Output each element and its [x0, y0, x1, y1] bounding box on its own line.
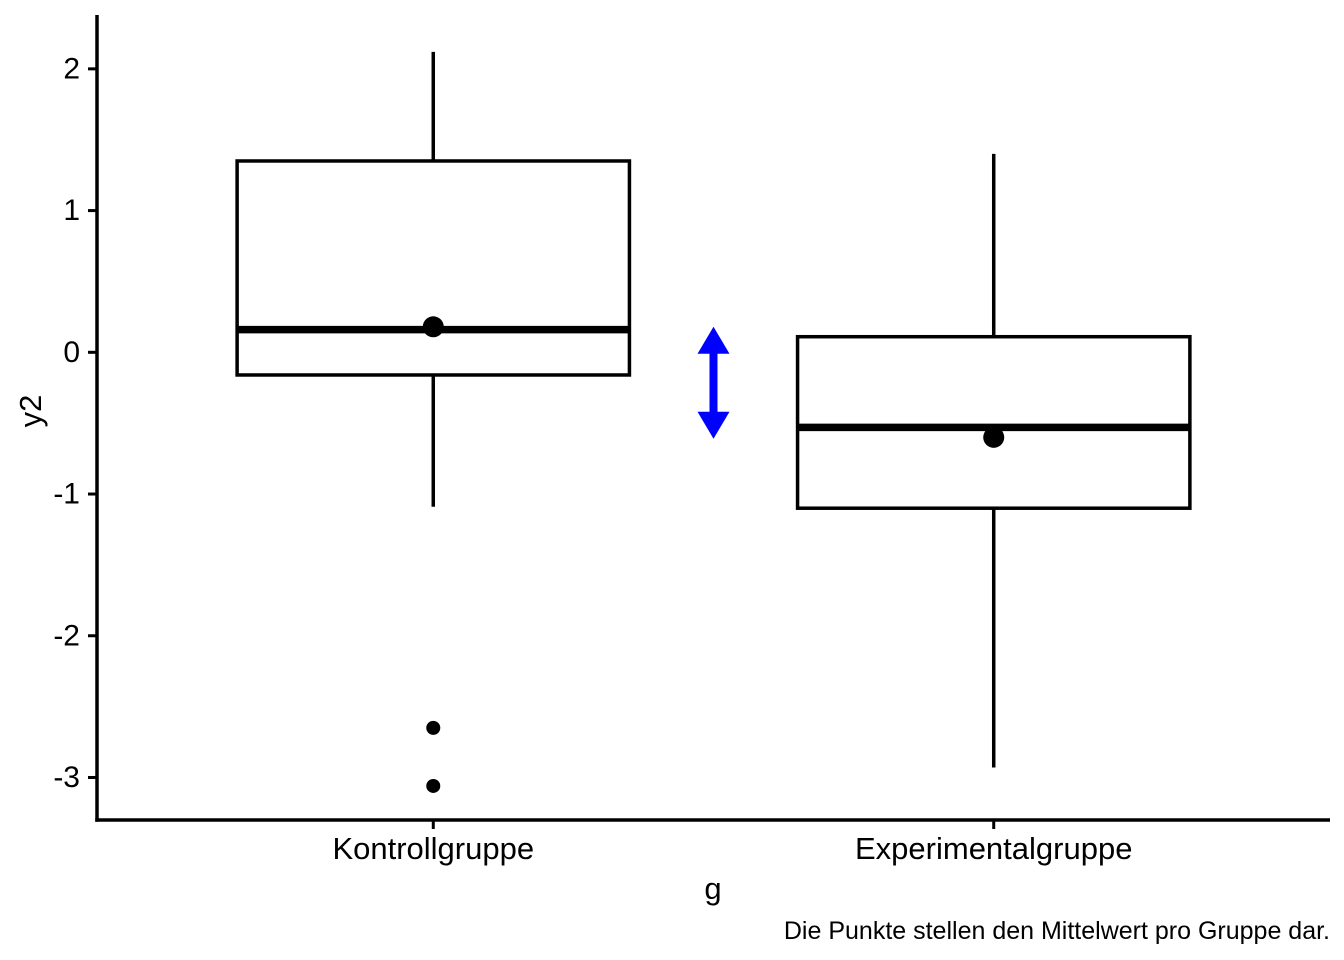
y-tick-label: -2: [53, 619, 80, 652]
box-experimentalgruppe: [795, 334, 1192, 510]
outlier-point-kontrollgruppe: [426, 720, 441, 735]
x-tick-label-experimentalgruppe: Experimentalgruppe: [855, 831, 1132, 866]
y-tick-label: 2: [63, 52, 80, 85]
y-tick-label: -3: [53, 761, 80, 794]
x-axis-title: g: [704, 871, 722, 906]
mean-diff-arrow-head-up: [697, 326, 730, 354]
y-tick-label: 0: [63, 336, 80, 369]
mean-point-kontrollgruppe: [422, 316, 444, 338]
y-tick-label: 1: [63, 194, 80, 227]
outlier-point-kontrollgruppe: [426, 778, 441, 793]
mean-diff-arrow-head-down: [697, 411, 730, 439]
y-axis-title: y2: [13, 394, 48, 428]
y-tick-label: -1: [53, 478, 80, 511]
x-tick-label-kontrollgruppe: Kontrollgruppe: [332, 831, 534, 866]
box-kontrollgruppe: [235, 159, 632, 377]
figure-caption: Die Punkte stellen den Mittelwert pro Gr…: [783, 917, 1330, 945]
mean-point-experimentalgruppe: [983, 426, 1005, 448]
